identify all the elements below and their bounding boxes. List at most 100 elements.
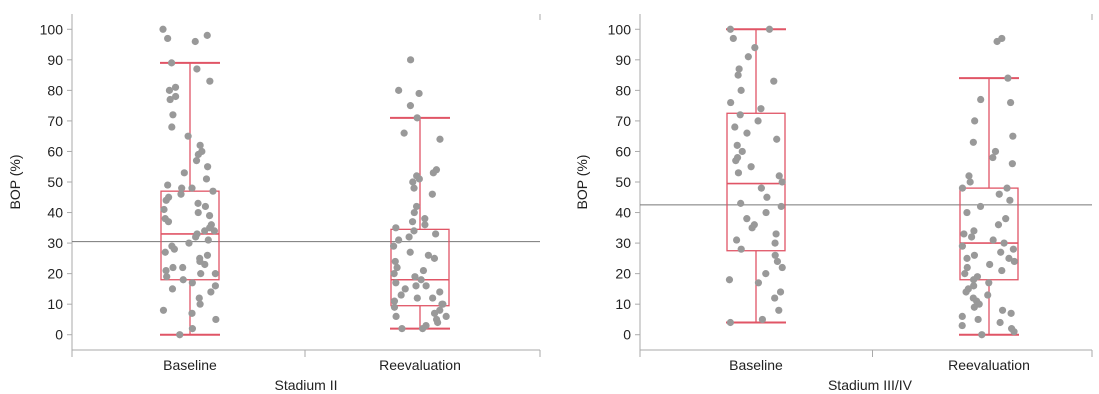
data-point <box>763 193 771 201</box>
data-point <box>406 102 415 110</box>
data-point <box>395 236 403 244</box>
data-point <box>202 175 211 183</box>
data-point <box>737 86 745 94</box>
data-point <box>165 86 174 94</box>
x-tick-label: Reevaluation <box>379 357 461 373</box>
data-point <box>958 312 966 320</box>
data-point <box>164 34 172 43</box>
data-point <box>188 184 196 192</box>
data-point <box>991 147 1000 156</box>
data-point <box>161 248 169 256</box>
data-point <box>424 251 432 259</box>
y-tick-label: 20 <box>47 266 63 282</box>
data-point <box>962 288 970 296</box>
data-point <box>392 279 400 287</box>
data-point <box>164 181 172 189</box>
data-point <box>1009 245 1017 253</box>
data-point <box>743 215 751 223</box>
data-point <box>212 315 220 324</box>
data-point <box>729 34 737 43</box>
y-tick-label: 70 <box>47 113 63 129</box>
data-point <box>977 95 985 104</box>
data-point <box>178 184 186 192</box>
data-point <box>1006 196 1014 204</box>
data-point <box>971 117 979 125</box>
data-point <box>194 150 202 159</box>
data-point <box>734 71 742 79</box>
data-point <box>204 163 212 171</box>
data-point <box>201 202 210 211</box>
data-point <box>1004 74 1012 82</box>
data-point <box>410 208 418 217</box>
data-point <box>737 199 745 207</box>
data-point <box>430 309 439 317</box>
data-point <box>201 227 209 235</box>
data-point <box>159 306 168 314</box>
data-point <box>996 318 1004 327</box>
iqr-box <box>390 228 450 307</box>
data-point <box>974 315 982 324</box>
box-baseline <box>726 28 786 324</box>
data-point <box>197 270 205 278</box>
data-point <box>392 312 400 320</box>
data-point <box>390 242 398 250</box>
data-point <box>733 141 741 149</box>
data-point <box>1005 254 1013 262</box>
x-axis-title: Stadium II <box>274 377 337 393</box>
data-point <box>989 153 997 162</box>
data-point <box>209 187 217 195</box>
data-point <box>772 230 780 238</box>
data-point <box>211 282 220 290</box>
data-point <box>958 321 966 330</box>
data-point <box>391 257 399 266</box>
data-point <box>963 263 971 272</box>
y-tick-label: 20 <box>615 266 631 282</box>
data-point <box>998 266 1006 275</box>
data-point <box>191 37 199 46</box>
data-point <box>422 282 430 290</box>
data-point <box>196 141 204 149</box>
data-point <box>192 157 201 165</box>
data-point <box>762 208 770 217</box>
data-point <box>970 303 978 311</box>
data-point <box>159 25 167 33</box>
data-point <box>395 86 403 94</box>
data-point <box>754 279 763 287</box>
data-point <box>727 98 735 107</box>
data-point <box>978 331 986 339</box>
data-point <box>170 245 178 253</box>
y-tick-label: 10 <box>47 296 63 312</box>
data-point <box>960 230 968 238</box>
data-point <box>738 147 746 156</box>
data-point <box>419 266 428 275</box>
data-point <box>410 184 418 192</box>
data-point <box>986 260 994 269</box>
points-reevaluation <box>390 56 450 333</box>
data-point <box>775 306 783 314</box>
y-tick-label: 50 <box>47 174 63 190</box>
data-point <box>436 288 444 296</box>
data-point <box>970 227 978 235</box>
data-point <box>757 105 765 113</box>
y-tick-label: 70 <box>615 113 631 129</box>
data-point <box>411 273 419 281</box>
data-point <box>770 77 778 85</box>
data-point <box>985 279 993 287</box>
data-point <box>989 236 997 244</box>
y-tick-label: 100 <box>608 21 632 37</box>
data-point <box>177 190 185 198</box>
data-point <box>1010 328 1018 336</box>
data-point <box>196 300 204 308</box>
data-point <box>390 297 399 305</box>
data-point <box>771 294 779 302</box>
iqr-box <box>160 190 220 281</box>
data-point <box>168 285 177 293</box>
data-point <box>418 325 427 333</box>
data-point <box>180 169 188 177</box>
data-point <box>393 263 401 272</box>
data-point <box>390 303 399 311</box>
data-point <box>1009 132 1017 140</box>
data-point <box>400 129 408 137</box>
data-point <box>765 25 774 33</box>
data-point <box>734 169 743 177</box>
